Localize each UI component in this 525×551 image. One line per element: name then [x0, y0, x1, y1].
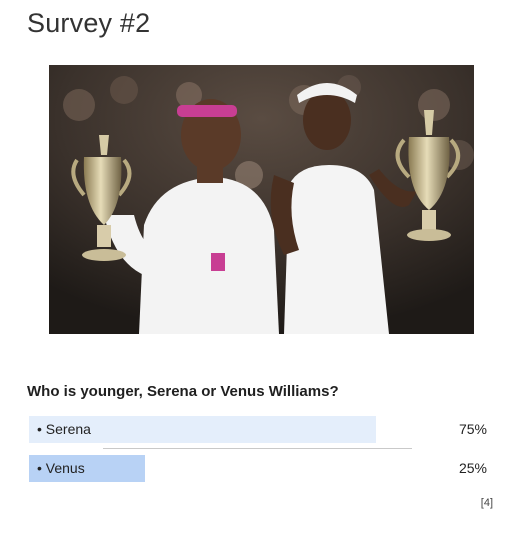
poll-option-percent: 75%: [458, 421, 487, 437]
survey-question: Who is younger, Serena or Venus Williams…: [27, 383, 339, 400]
poll-option-serena[interactable]: • Serena 75%: [29, 416, 492, 443]
poll-option-percent: 25%: [458, 460, 487, 476]
survey-photo: [49, 65, 474, 334]
poll-bar-serena: [29, 416, 376, 443]
divider: [103, 448, 412, 449]
poll-bar-venus: [29, 455, 145, 482]
poll-option-label: • Venus: [37, 460, 85, 476]
survey-title: Survey #2: [27, 8, 151, 38]
poll-option-label: • Serena: [37, 421, 91, 437]
poll-option-venus[interactable]: • Venus 25%: [29, 455, 492, 482]
footnote-reference[interactable]: [4]: [480, 497, 493, 509]
